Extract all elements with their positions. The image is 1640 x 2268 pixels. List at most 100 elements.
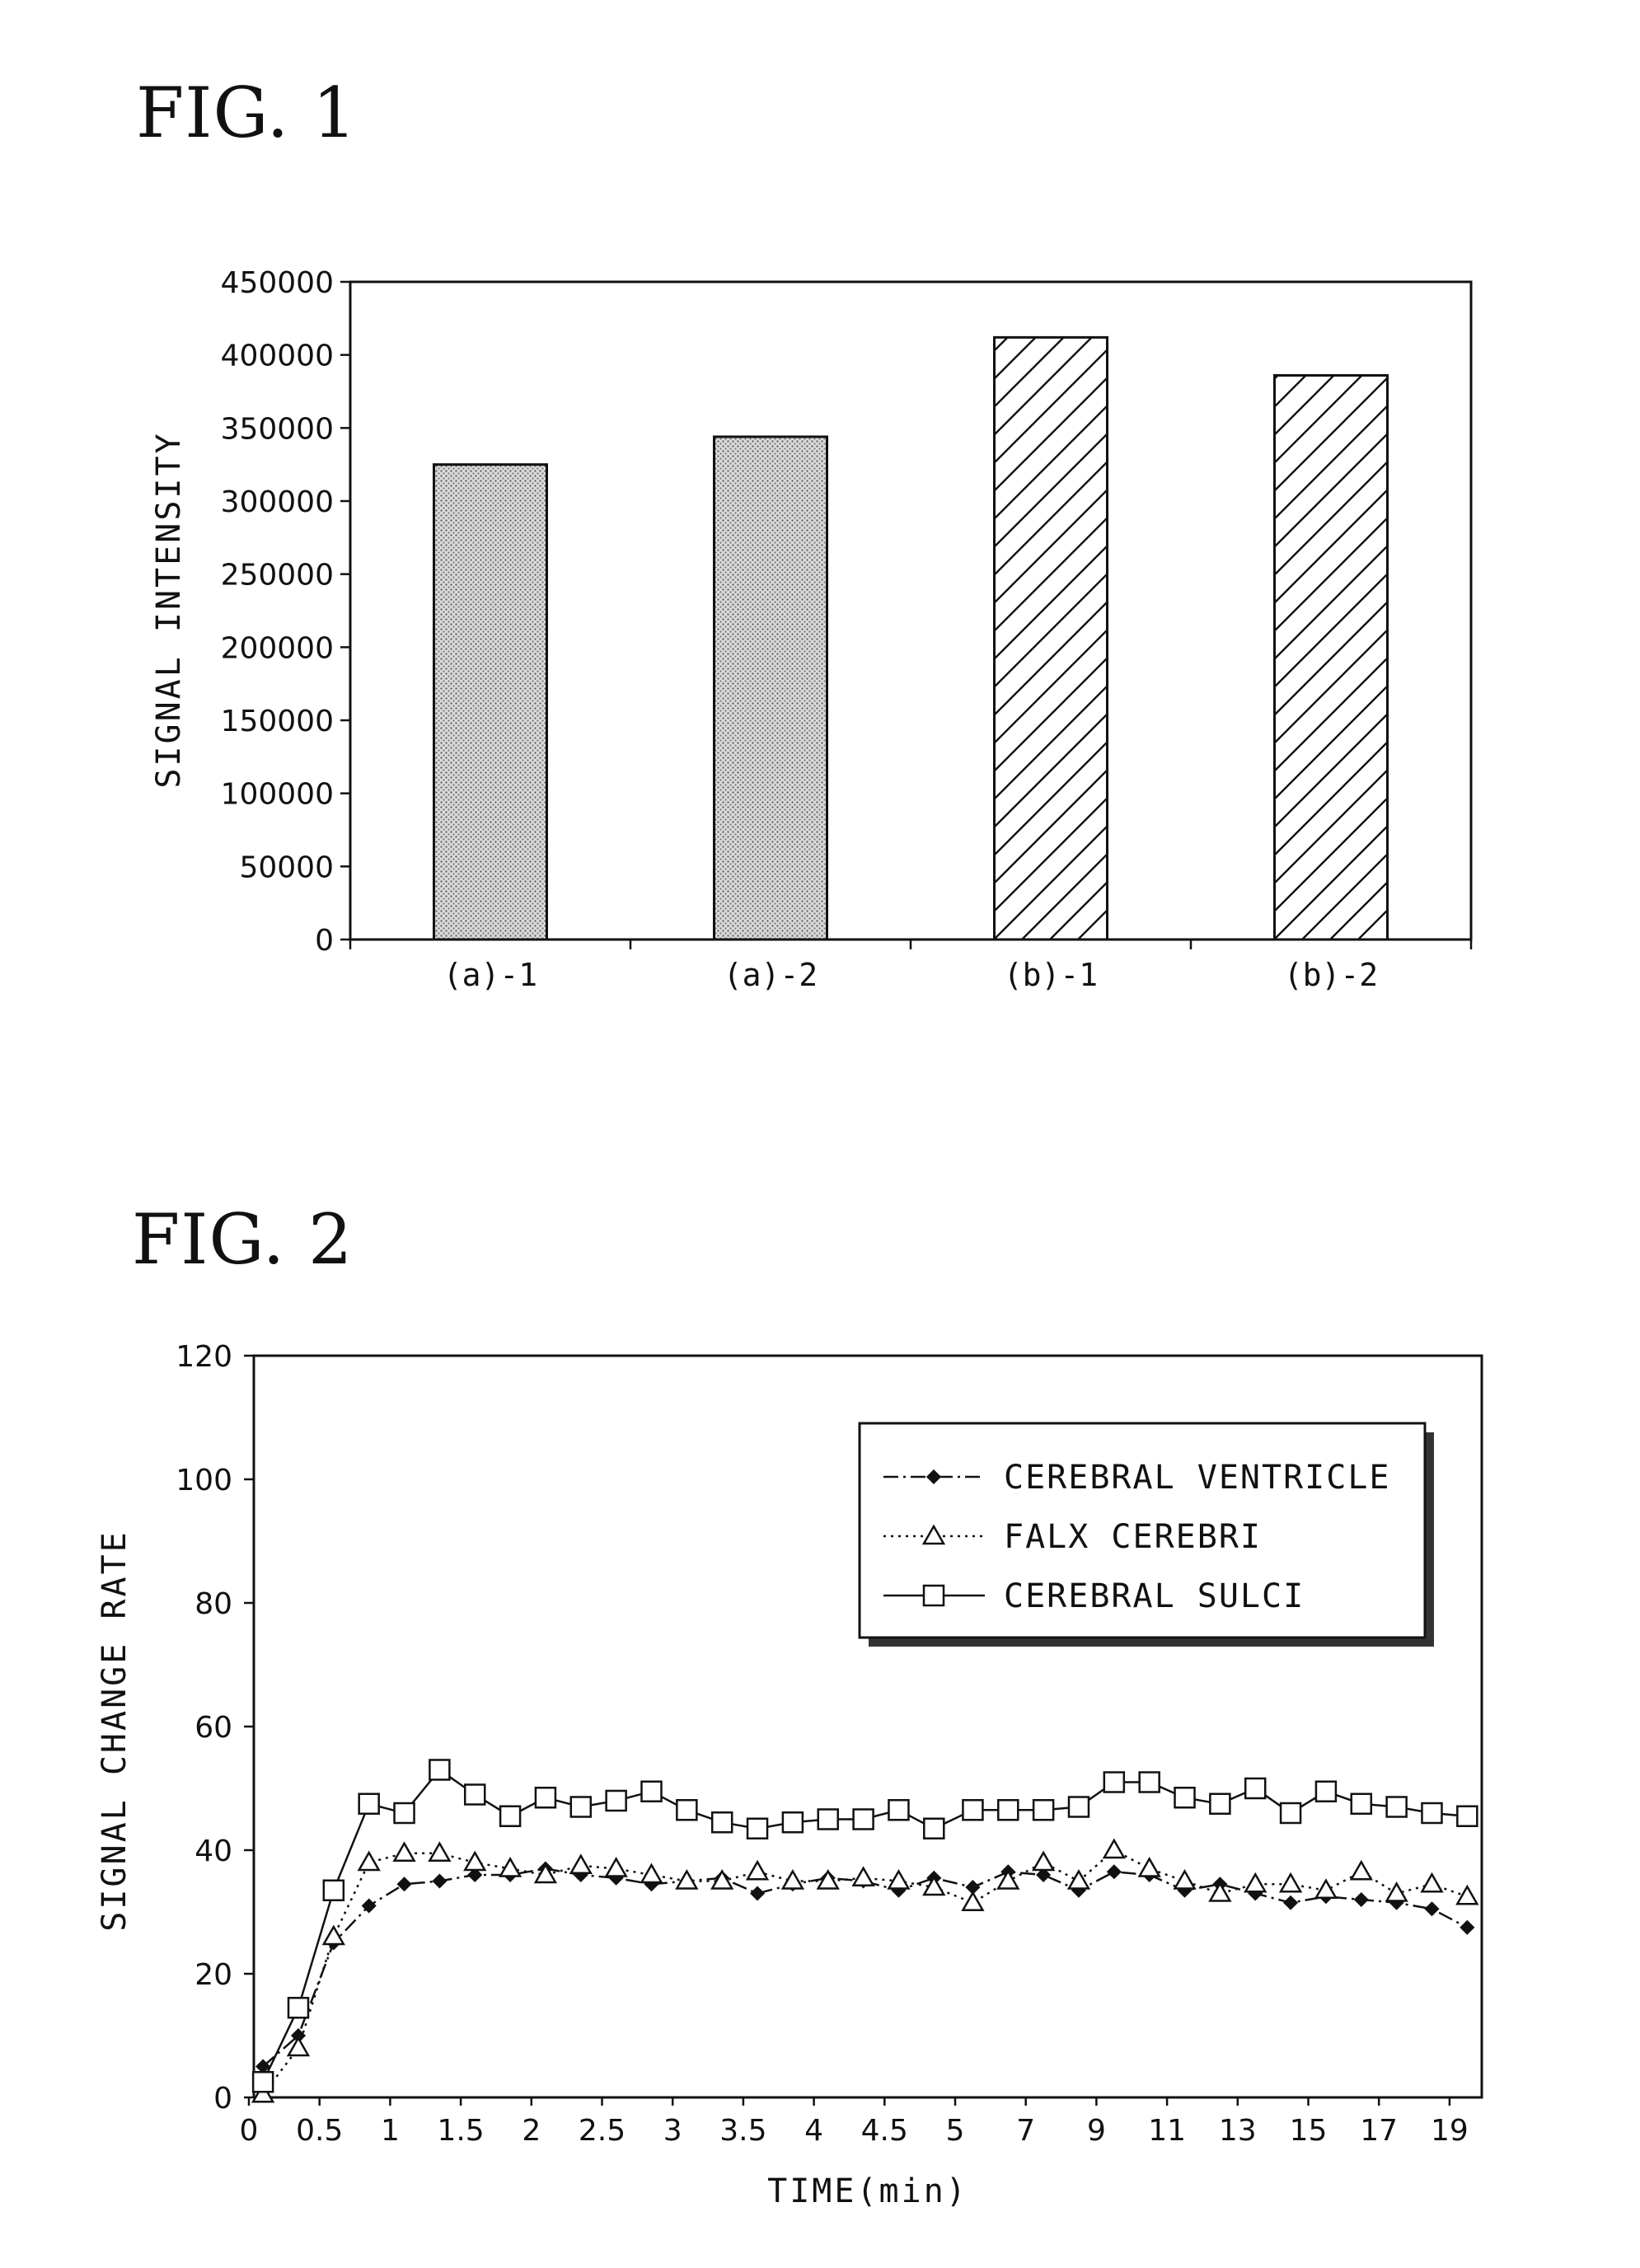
- line-chart-series: [253, 1760, 1477, 2102]
- bar-chart-x-ticks: (a)-1(a)-2(b)-1(b)-2: [350, 940, 1471, 993]
- data-point: [571, 1856, 591, 1873]
- data-point: [783, 1812, 803, 1832]
- y-tick-label: 40: [194, 1835, 232, 1868]
- data-point: [1355, 1893, 1368, 1906]
- data-point: [1387, 1797, 1407, 1817]
- y-tick-label: 100: [176, 1464, 232, 1497]
- data-point: [536, 1865, 555, 1882]
- data-point: [536, 1788, 555, 1807]
- x-tick-label: 3: [663, 2114, 682, 2148]
- x-tick-label: 9: [1087, 2114, 1106, 2148]
- y-tick-label: 250000: [221, 559, 334, 593]
- data-point: [1245, 1778, 1265, 1798]
- y-tick-label: 350000: [221, 412, 334, 446]
- data-point: [395, 1803, 415, 1823]
- data-point: [324, 1881, 344, 1900]
- x-tick-label: 4: [804, 2114, 823, 2148]
- data-point: [1104, 1840, 1124, 1858]
- x-tick-label: 17: [1360, 2114, 1398, 2148]
- data-point: [571, 1797, 591, 1817]
- data-point: [1245, 1874, 1265, 1891]
- line-chart-y-ticks: 020406080100120: [176, 1340, 254, 2116]
- line-chart-x-axis-title: TIME(min): [767, 2172, 968, 2210]
- data-point: [607, 1859, 626, 1877]
- data-point: [963, 1800, 982, 1820]
- x-tick-label: 2: [522, 2114, 541, 2148]
- data-point: [1069, 1797, 1089, 1817]
- data-point: [783, 1872, 803, 1889]
- data-point: [1422, 1803, 1441, 1823]
- data-point: [1140, 1859, 1160, 1877]
- series-line: [263, 1869, 1467, 2067]
- data-point: [1175, 1872, 1195, 1889]
- series-3: [253, 1760, 1477, 2092]
- y-tick-label: 150000: [221, 705, 334, 738]
- x-tick-label: 1: [381, 2114, 400, 2148]
- data-point: [1108, 1865, 1121, 1878]
- data-point: [1284, 1896, 1297, 1910]
- data-point: [433, 1875, 446, 1888]
- data-point: [1316, 1782, 1336, 1802]
- data-point: [888, 1800, 908, 1820]
- legend-label: CEREBRAL SULCI: [1004, 1577, 1305, 1615]
- x-tick-label: 1.5: [437, 2114, 484, 2148]
- data-point: [253, 2072, 273, 2092]
- data-point: [359, 1794, 379, 1814]
- line-chart: 020406080100120 00.511.522.533.544.55791…: [96, 1340, 1482, 2210]
- series-1: [256, 1863, 1474, 2074]
- data-point: [924, 1819, 944, 1839]
- bar-chart: 0500001000001500002000002500003000003500…: [150, 266, 1471, 993]
- bar-2: [715, 437, 827, 940]
- y-tick-label: 200000: [221, 631, 334, 665]
- data-point: [641, 1865, 661, 1882]
- data-point: [1352, 1794, 1371, 1814]
- data-point: [1033, 1853, 1053, 1870]
- bar-chart-bars: [434, 337, 1388, 940]
- legend-marker: [924, 1586, 944, 1605]
- data-point: [751, 1887, 764, 1900]
- x-tick-label: 0: [240, 2114, 259, 2148]
- y-tick-label: 20: [194, 1958, 232, 1992]
- y-tick-label: 100000: [221, 778, 334, 812]
- data-point: [1457, 1886, 1477, 1904]
- data-point: [818, 1810, 838, 1830]
- bar-chart-y-axis-title: SIGNAL INTENSITY: [150, 431, 188, 788]
- x-tick-label: 2.5: [579, 2114, 626, 2148]
- data-point: [1069, 1872, 1089, 1889]
- data-point: [1281, 1803, 1300, 1823]
- y-tick-label: 450000: [221, 266, 334, 300]
- y-tick-label: 60: [194, 1711, 232, 1745]
- x-tick-label: 15: [1290, 2114, 1328, 2148]
- category-label: (b)-2: [1284, 957, 1378, 993]
- x-tick-label: 11: [1148, 2114, 1186, 2148]
- data-point: [998, 1800, 1018, 1820]
- data-point: [963, 1893, 982, 1910]
- data-point: [677, 1800, 696, 1820]
- x-tick-label: 19: [1431, 2114, 1469, 2148]
- data-point: [1281, 1874, 1300, 1891]
- category-label: (b)-1: [1004, 957, 1098, 993]
- data-point: [854, 1810, 874, 1830]
- data-point: [747, 1862, 767, 1879]
- data-point: [465, 1785, 485, 1805]
- y-tick-label: 400000: [221, 340, 334, 373]
- data-point: [1210, 1794, 1230, 1814]
- data-point: [429, 1760, 449, 1780]
- bar-1: [434, 465, 547, 940]
- data-point: [1460, 1921, 1474, 1934]
- x-tick-label: 7: [1016, 2114, 1035, 2148]
- bar-chart-y-ticks: 0500001000001500002000002500003000003500…: [221, 266, 350, 958]
- data-point: [712, 1812, 732, 1832]
- data-point: [1140, 1773, 1160, 1792]
- line-chart-legend: CEREBRAL VENTRICLEFALX CEREBRICEREBRAL S…: [860, 1423, 1434, 1647]
- data-point: [395, 1844, 415, 1861]
- data-point: [465, 1853, 485, 1870]
- y-tick-label: 80: [194, 1587, 232, 1621]
- category-label: (a)-2: [724, 957, 818, 993]
- data-point: [500, 1806, 520, 1826]
- data-point: [1457, 1806, 1477, 1826]
- x-tick-label: 4.5: [861, 2114, 908, 2148]
- data-point: [854, 1868, 874, 1886]
- data-point: [747, 1819, 767, 1839]
